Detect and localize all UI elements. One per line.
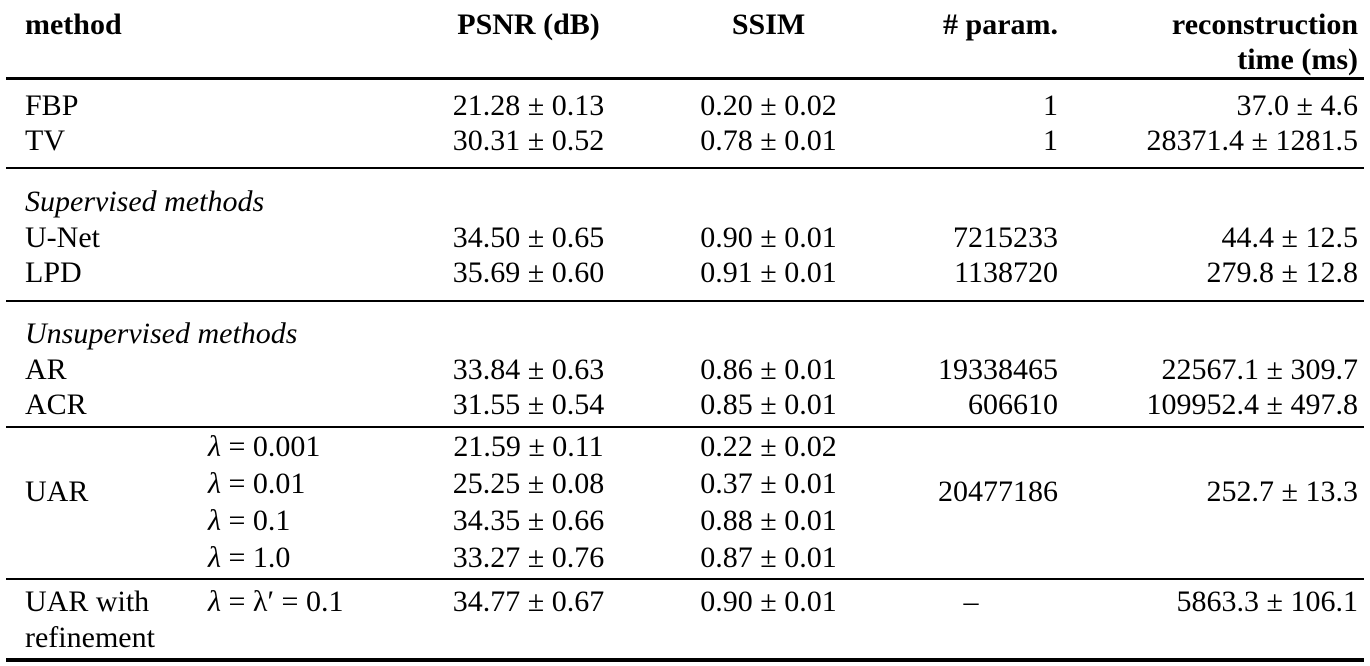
psnr-value: 33.27 ± 0.76 [371, 539, 662, 580]
lambda-eq: = 0.001 [221, 430, 321, 463]
table-row: λ = 1.0 33.27 ± 0.76 0.87 ± 0.01 [6, 539, 1364, 580]
lambda-symbol: λ [208, 585, 221, 618]
params-value: 19338465 [938, 353, 1059, 386]
col-header-reconstruction-time: reconstruction time (ms) [1066, 0, 1365, 80]
psnr-value: 21.59 ± 0.11 [453, 430, 604, 463]
ssim-value: 0.90 ± 0.01 [661, 579, 877, 662]
section-header-row: Supervised methods [6, 168, 1364, 220]
method-name: U-Net [25, 221, 100, 254]
table-row: FBP 21.28 ± 0.13 0.20 ± 0.02 1 37.0 ± 4.… [6, 79, 1364, 124]
time-value: 37.0 ± 4.6 [1236, 89, 1359, 122]
time-value: 28371.4 ± 1281.5 [1066, 123, 1365, 169]
method-name: TV [6, 123, 372, 169]
time-value: 279.8 ± 12.8 [1066, 255, 1365, 302]
section-header-row: Unsupervised methods [6, 301, 1364, 352]
ssim-value: 0.85 ± 0.01 [661, 387, 877, 428]
params-value: 1 [876, 123, 1067, 169]
table-row: LPD 35.69 ± 0.60 0.91 ± 0.01 1138720 279… [6, 255, 1365, 302]
method-name: LPD [6, 255, 372, 302]
lambda-symbol: λ [208, 541, 221, 574]
psnr-value: 35.69 ± 0.60 [371, 255, 662, 302]
psnr-value: 31.55 ± 0.54 [371, 387, 662, 428]
method-name: AR [25, 353, 67, 386]
method-comparison-table: method PSNR (dB) SSIM # param. reconstru… [6, 0, 1365, 662]
table-row: U-Net 34.50 ± 0.65 0.90 ± 0.01 7215233 4… [6, 220, 1364, 255]
psnr-value: 34.35 ± 0.66 [452, 504, 605, 537]
ssim-value: 0.37 ± 0.01 [700, 467, 837, 500]
table-row: λ = 0.01 25.25 ± 0.08 0.37 ± 0.01 [6, 465, 1364, 502]
params-value: 1 [1043, 89, 1059, 122]
psnr-value: 21.28 ± 0.13 [452, 89, 605, 122]
params-value: 20477186 [876, 427, 1067, 580]
col-header-params: # param. [876, 0, 1067, 80]
time-value: 22567.1 ± 309.7 [1161, 353, 1359, 386]
col-header-method: method [6, 0, 372, 80]
lambda-eq: = 0.01 [221, 467, 306, 500]
table-row: AR 33.84 ± 0.63 0.86 ± 0.01 19338465 225… [6, 352, 1364, 387]
table-row: TV 30.31 ± 0.52 0.78 ± 0.01 1 28371.4 ± … [6, 123, 1365, 169]
section-label-unsupervised: Unsupervised methods [25, 317, 298, 350]
lambda-eq: = λ′ = 0.1 [221, 585, 344, 618]
lambda-eq: = 1.0 [221, 541, 291, 574]
time-value: 44.4 ± 12.5 [1221, 221, 1359, 254]
col-header-time-line1: reconstruction [1171, 8, 1359, 41]
ssim-value: 0.90 ± 0.01 [700, 221, 837, 254]
col-header-time-line2: time (ms) [1237, 43, 1359, 76]
method-name: UAR [6, 427, 206, 580]
table-header-row: method PSNR (dB) SSIM # param. reconstru… [6, 0, 1365, 80]
table-row: λ = 0.1 34.35 ± 0.66 0.88 ± 0.01 [6, 502, 1364, 539]
col-header-ssim: SSIM [661, 0, 877, 80]
params-value: 606610 [876, 387, 1067, 428]
table-row: ACR 31.55 ± 0.54 0.85 ± 0.01 606610 1099… [6, 387, 1365, 428]
psnr-value: 34.50 ± 0.65 [452, 221, 605, 254]
lambda-symbol: λ [208, 504, 221, 537]
params-value: 7215233 [953, 221, 1059, 254]
ssim-value: 0.91 ± 0.01 [661, 255, 877, 302]
lambda-setting: λ = λ′ = 0.1 [206, 579, 372, 662]
ssim-value: 0.87 ± 0.01 [661, 539, 877, 580]
psnr-value: 33.84 ± 0.63 [452, 353, 605, 386]
lambda-setting: λ = 0.001 [206, 427, 371, 465]
params-value: 1138720 [876, 255, 1067, 302]
method-name: FBP [25, 89, 79, 122]
ssim-value: 0.78 ± 0.01 [661, 123, 877, 169]
params-value: – [876, 579, 1067, 662]
col-header-psnr: PSNR (dB) [371, 0, 662, 80]
time-value: 109952.4 ± 497.8 [1066, 387, 1365, 428]
section-label-supervised: Supervised methods [25, 185, 265, 218]
lambda-setting: λ = 1.0 [206, 539, 372, 580]
ssim-value: 0.20 ± 0.02 [700, 89, 837, 122]
lambda-symbol: λ [208, 430, 221, 463]
method-name: UAR with refinement [6, 579, 206, 662]
lambda-setting: λ = 0.01 [206, 465, 371, 502]
lambda-eq: = 0.1 [221, 504, 291, 537]
psnr-value: 34.77 ± 0.67 [371, 579, 662, 662]
lambda-symbol: λ [208, 467, 221, 500]
ssim-value: 0.22 ± 0.02 [700, 430, 837, 463]
table-row: UAR λ = 0.001 21.59 ± 0.11 0.22 ± 0.02 2… [6, 427, 1365, 580]
psnr-value: 30.31 ± 0.52 [371, 123, 662, 169]
table-row: UAR with refinement λ = λ′ = 0.1 34.77 ±… [6, 579, 1365, 662]
time-value: 5863.3 ± 106.1 [1066, 579, 1365, 662]
lambda-setting: λ = 0.1 [206, 502, 371, 539]
ssim-value: 0.88 ± 0.01 [700, 504, 837, 537]
psnr-value: 25.25 ± 0.08 [452, 467, 605, 500]
time-value: 252.7 ± 13.3 [1066, 427, 1365, 580]
ssim-value: 0.86 ± 0.01 [700, 353, 837, 386]
method-name: ACR [6, 387, 372, 428]
